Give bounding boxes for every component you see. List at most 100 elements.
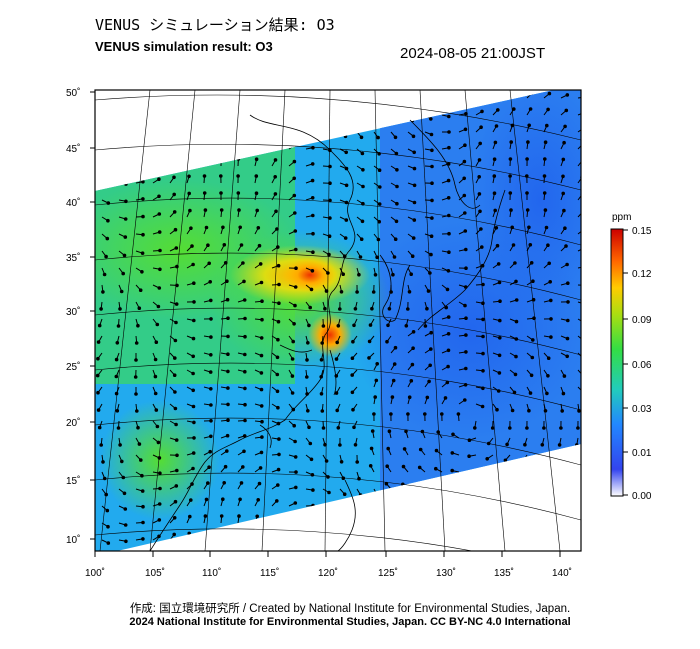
wind-arrow-head: [529, 261, 534, 265]
wind-arrow-head: [450, 503, 454, 507]
wind-arrow: [577, 247, 581, 252]
wind-arrow-head: [105, 508, 110, 513]
wind-arrow-head: [319, 375, 324, 379]
wind-arrow-head: [427, 379, 431, 384]
wind-arrow-head: [277, 282, 281, 287]
wind-arrow-head: [350, 390, 355, 395]
wind-arrow-head: [344, 200, 349, 205]
wind-arrow-head: [543, 514, 548, 518]
wind-arrow-head: [371, 290, 376, 294]
wind-arrow: [322, 505, 330, 509]
wind-arrow-head: [273, 175, 278, 179]
lat-label: 40˚: [66, 197, 80, 209]
wind-arrow-head: [277, 301, 281, 306]
wind-arrow: [486, 488, 494, 492]
wind-arrow-head: [206, 243, 210, 247]
lat-label: 45˚: [66, 143, 80, 155]
wind-arrow-head: [542, 426, 546, 430]
wind-arrow-head: [114, 357, 119, 362]
wind-arrow-head: [582, 339, 585, 342]
wind-arrow-head: [463, 303, 467, 308]
wind-arrow-head: [219, 514, 224, 518]
lon-label: 100˚: [85, 567, 105, 579]
wind-arrow-head: [430, 164, 434, 169]
wind-arrow: [169, 111, 177, 116]
wind-arrow-head: [566, 281, 570, 286]
wind-arrow-head: [412, 524, 417, 528]
wind-arrow-head: [480, 263, 485, 268]
wind-arrow-head: [141, 131, 145, 135]
wind-arrow-head: [319, 358, 324, 362]
wind-arrow-head: [583, 247, 586, 250]
wind-arrow-head: [97, 425, 102, 430]
wind-arrow: [356, 539, 364, 545]
wind-arrow: [152, 161, 160, 167]
wind-arrow-head: [582, 228, 585, 231]
wind-arrow-head: [294, 112, 298, 116]
wind-arrow-head: [350, 373, 355, 377]
wind-arrow: [203, 158, 206, 167]
wind-arrow-head: [203, 140, 208, 144]
wind-arrow-head: [310, 162, 315, 166]
wind-arrow-head: [417, 465, 422, 470]
wind-arrow-head: [174, 302, 179, 306]
wind-arrow-head: [359, 237, 364, 241]
wind-arrow: [441, 537, 449, 541]
wind-arrow-head: [565, 262, 569, 267]
wind-arrow-head: [450, 468, 455, 473]
wind-arrow-head: [436, 430, 441, 434]
wind-arrow-head: [577, 409, 581, 413]
wind-arrow-head: [502, 490, 506, 495]
wind-arrow-head: [433, 519, 438, 524]
wind-arrow-head: [276, 421, 281, 426]
wind-arrow-head: [237, 514, 241, 518]
wind-arrow: [458, 535, 465, 541]
wind-arrow-head: [292, 193, 297, 198]
wind-arrow-head: [429, 132, 434, 137]
wind-arrow-head: [157, 286, 162, 290]
wind-arrow-head: [394, 509, 398, 513]
wind-arrow-head: [412, 166, 417, 171]
wind-arrow-head: [238, 497, 242, 502]
wind-arrow-head: [173, 390, 177, 394]
wind-arrow-head: [481, 282, 485, 287]
wind-arrow-head: [447, 213, 451, 218]
wind-arrow-head: [122, 117, 127, 122]
wind-arrow-head: [565, 93, 570, 97]
wind-arrow-head: [276, 109, 280, 114]
wind-arrow-head: [479, 227, 483, 231]
wind-arrow-head: [102, 272, 107, 277]
wind-arrow: [288, 97, 297, 100]
wind-arrow-head: [154, 340, 159, 345]
wind-arrow-head: [395, 184, 399, 189]
wind-arrow-head: [157, 160, 161, 165]
wind-arrow-head: [158, 486, 162, 491]
wind-arrow-head: [477, 192, 482, 196]
wind-arrow-head: [311, 503, 315, 508]
wind-arrow-head: [154, 408, 159, 412]
wind-arrow-head: [480, 94, 485, 98]
wind-arrow-head: [446, 99, 451, 103]
wind-arrow-head: [531, 338, 535, 342]
wind-arrow-head: [389, 412, 393, 416]
wind-arrow: [169, 160, 175, 167]
wind-arrow-head: [352, 425, 356, 430]
wind-arrow: [101, 114, 107, 122]
wind-arrow-head: [208, 449, 212, 454]
wind-arrow-head: [123, 217, 128, 221]
wind-arrow: [220, 108, 226, 116]
wind-arrow: [288, 518, 295, 524]
wind-arrow-head: [242, 298, 247, 302]
lat-label: 25˚: [66, 361, 80, 373]
wind-arrow-head: [392, 119, 397, 123]
wind-arrow-head: [492, 191, 497, 195]
wind-arrow-head: [104, 119, 108, 123]
lon-label: 125˚: [378, 567, 398, 579]
colorbar-unit: ppm: [612, 212, 632, 223]
wind-arrow-head: [393, 345, 398, 350]
colorbar-tick: 0.06: [632, 360, 652, 371]
o3-field: [95, 90, 581, 551]
wind-arrow-head: [105, 236, 110, 241]
wind-arrow-head: [525, 191, 529, 195]
wind-arrow-head: [236, 531, 241, 535]
